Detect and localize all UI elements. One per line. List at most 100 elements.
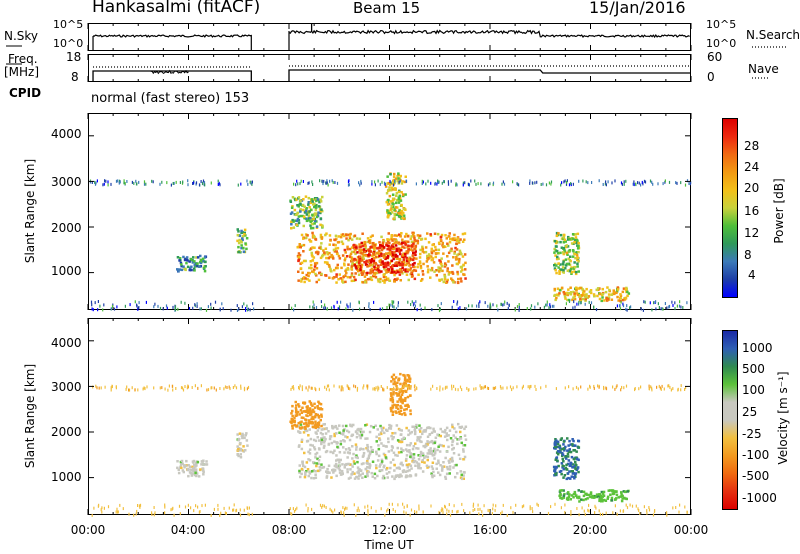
power-point xyxy=(425,260,429,263)
power-point xyxy=(664,179,666,183)
power-point xyxy=(242,250,246,253)
velocity-point xyxy=(213,386,215,390)
power-point xyxy=(435,274,438,277)
power-point xyxy=(247,307,249,311)
velocity-point xyxy=(441,430,444,433)
velocity-point xyxy=(356,460,359,464)
velocity-point xyxy=(146,385,148,389)
power-point xyxy=(317,211,320,214)
power-point xyxy=(375,271,379,275)
power-point xyxy=(585,287,588,291)
power-point xyxy=(374,183,376,187)
velocity-point xyxy=(151,511,153,515)
velocity-point xyxy=(412,456,415,459)
velocity-point xyxy=(376,474,379,478)
power-point xyxy=(385,252,388,255)
power-point xyxy=(456,237,459,240)
velocity-point xyxy=(347,447,351,450)
power-point xyxy=(557,266,560,269)
velocity-point xyxy=(300,438,304,442)
noise-right-tick-high: 10^5 xyxy=(706,18,737,31)
power-point xyxy=(188,260,191,263)
velocity-point xyxy=(380,461,383,465)
velocity-point xyxy=(620,493,623,496)
velocity-point xyxy=(417,458,421,461)
power-point xyxy=(393,247,397,250)
velocity-point xyxy=(307,450,310,454)
power-point xyxy=(99,304,101,308)
velocity-point xyxy=(400,413,404,416)
velocity-point xyxy=(326,384,329,388)
power-point xyxy=(401,180,404,183)
power-point xyxy=(429,268,433,272)
power-point xyxy=(304,277,307,280)
power-point xyxy=(430,250,433,253)
power-point xyxy=(414,250,417,253)
power-point xyxy=(351,262,354,265)
velocity-point xyxy=(329,507,331,511)
power-point xyxy=(195,256,198,259)
velocity-point xyxy=(100,508,102,512)
power-point xyxy=(393,270,396,274)
power-point xyxy=(430,255,433,258)
power-point xyxy=(321,305,323,308)
velocity-point xyxy=(414,510,416,514)
power-point xyxy=(201,257,205,261)
power-point xyxy=(354,252,357,256)
velocity-point xyxy=(554,467,557,471)
power-point xyxy=(307,271,310,275)
power-point xyxy=(180,264,183,268)
power-point xyxy=(393,181,396,185)
velocity-point xyxy=(456,442,459,446)
power-point xyxy=(625,179,627,183)
power-point xyxy=(305,219,309,223)
power-point xyxy=(311,259,315,262)
velocity-point xyxy=(521,386,523,390)
velocity-point xyxy=(304,473,307,477)
power-point xyxy=(392,253,395,257)
velocity-point xyxy=(564,510,566,514)
power-point xyxy=(448,271,451,274)
power-point xyxy=(404,268,407,271)
power-point xyxy=(427,179,429,183)
power-point xyxy=(309,260,312,263)
power-point xyxy=(443,180,445,184)
power-point xyxy=(293,208,297,212)
velocity-point xyxy=(300,447,304,451)
velocity-point xyxy=(458,457,462,460)
power-point xyxy=(577,260,580,263)
velocity-point xyxy=(319,503,322,507)
velocity-point xyxy=(454,436,457,439)
power-point xyxy=(364,246,367,250)
power-point xyxy=(392,304,394,308)
power-point xyxy=(478,305,480,308)
velocity-point xyxy=(560,437,563,440)
power-point xyxy=(390,207,393,210)
velocity-point xyxy=(305,386,307,390)
velocity-point xyxy=(454,430,458,434)
power-point xyxy=(394,244,398,247)
power-point xyxy=(558,272,561,275)
velocity-point xyxy=(388,471,391,474)
velocity-point xyxy=(306,407,309,410)
power-point xyxy=(368,249,371,252)
velocity-point xyxy=(599,512,601,516)
power-point xyxy=(379,246,382,250)
velocity-point xyxy=(402,449,405,452)
power-point xyxy=(478,302,480,306)
velocity-point xyxy=(401,469,405,473)
velocity-point xyxy=(171,384,173,388)
velocity-point xyxy=(569,464,572,468)
velocity-point xyxy=(350,424,354,428)
power-point xyxy=(686,179,689,183)
power-point xyxy=(350,263,354,266)
power-point xyxy=(578,179,580,183)
velocity-point xyxy=(358,434,361,437)
power-point xyxy=(299,262,302,265)
power-point xyxy=(410,235,413,238)
velocity-point xyxy=(453,504,455,508)
velocity-point xyxy=(415,423,418,427)
power-point xyxy=(319,223,322,227)
velocity-point xyxy=(356,509,358,513)
